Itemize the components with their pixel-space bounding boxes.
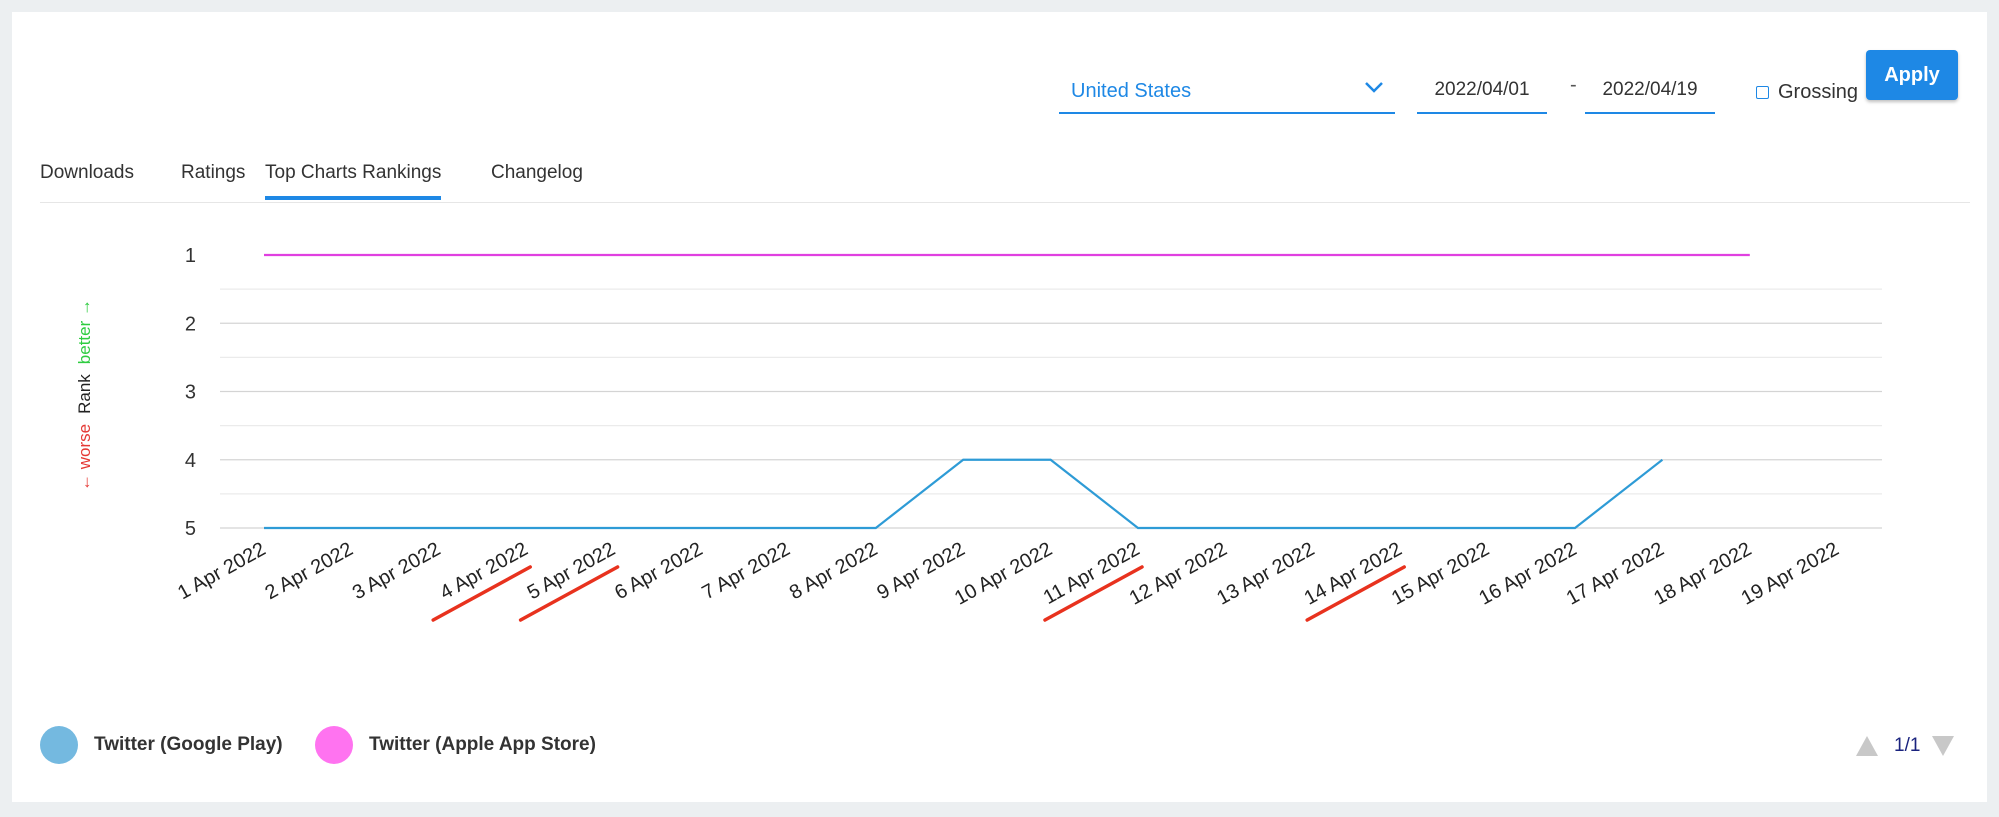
grossing-label: Grossing	[1778, 80, 1859, 103]
annotation-underline	[431, 565, 532, 622]
legend-pager: 1/1	[1856, 734, 1955, 758]
legend-item-apple-app-store[interactable]: Twitter (Apple App Store)	[315, 726, 596, 764]
y-tick-label: 5	[185, 518, 196, 540]
tab-ratings[interactable]: Ratings	[181, 162, 246, 183]
x-tick-label: 18 Apr 2022	[1650, 538, 1755, 610]
country-select[interactable]: United States	[1059, 64, 1395, 114]
chevron-down-icon	[1365, 82, 1383, 93]
checkbox-icon[interactable]	[1756, 85, 1769, 99]
country-select-value: United States	[1071, 80, 1192, 102]
x-tick-label: 6 Apr 2022	[611, 538, 706, 604]
date-to-field[interactable]: 2022/04/19	[1585, 64, 1715, 114]
y-tick-label: 3	[185, 382, 196, 404]
legend-label: Twitter (Google Play)	[94, 734, 283, 755]
x-tick-label: 8 Apr 2022	[786, 538, 881, 604]
legend-item-google-play[interactable]: Twitter (Google Play)	[40, 726, 283, 764]
x-tick-label: 2 Apr 2022	[262, 538, 357, 604]
tab-bar: Downloads Ratings Top Charts Rankings Ch…	[40, 158, 1970, 203]
x-tick-label: 4 Apr 2022	[436, 538, 531, 604]
legend-swatch	[40, 726, 78, 764]
x-tick-label: 1 Apr 2022	[174, 538, 269, 604]
x-tick-label: 15 Apr 2022	[1388, 538, 1493, 610]
annotation-underline	[1305, 565, 1406, 622]
grossing-checkbox[interactable]: Grossing	[1756, 80, 1858, 104]
x-tick-label: 13 Apr 2022	[1213, 538, 1318, 610]
x-tick-label: 7 Apr 2022	[699, 538, 794, 604]
chart-card: United States 2022/04/01 - 2022/04/19 Gr…	[12, 12, 1987, 802]
page-down-icon[interactable]	[1932, 736, 1955, 756]
apply-button[interactable]: Apply	[1866, 50, 1958, 100]
page-up-icon[interactable]	[1856, 736, 1878, 756]
x-tick-label: 3 Apr 2022	[349, 538, 444, 604]
tab-top-charts-rankings[interactable]: Top Charts Rankings	[265, 162, 442, 200]
legend-swatch	[315, 726, 353, 764]
tab-changelog[interactable]: Changelog	[491, 162, 583, 183]
x-tick-label: 17 Apr 2022	[1563, 538, 1668, 610]
x-tick-label: 16 Apr 2022	[1475, 538, 1580, 610]
y-tick-label: 1	[185, 245, 196, 267]
series-line-google-play	[264, 458, 1664, 530]
x-tick-label: 19 Apr 2022	[1738, 538, 1843, 610]
x-tick-label: 12 Apr 2022	[1126, 538, 1231, 610]
date-from-field[interactable]: 2022/04/01	[1417, 64, 1547, 114]
y-tick-label: 4	[185, 450, 196, 472]
legend-label: Twitter (Apple App Store)	[369, 734, 596, 755]
tab-downloads[interactable]: Downloads	[40, 162, 134, 183]
annotation-underline	[1043, 565, 1144, 622]
x-tick-label: 10 Apr 2022	[951, 538, 1056, 610]
y-tick-label: 2	[185, 313, 196, 335]
x-tick-label: 5 Apr 2022	[524, 538, 619, 604]
date-separator: -	[1570, 74, 1577, 96]
page-indicator: 1/1	[1894, 735, 1921, 756]
annotation-underline	[518, 565, 620, 622]
